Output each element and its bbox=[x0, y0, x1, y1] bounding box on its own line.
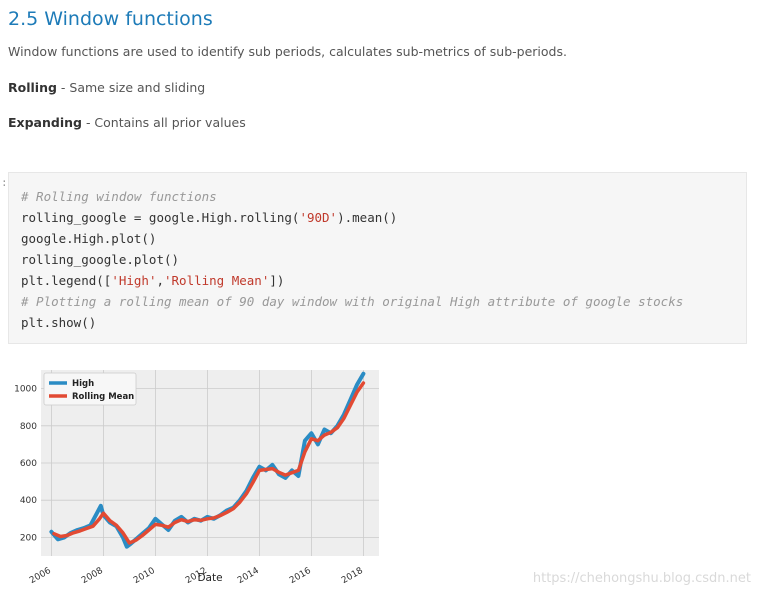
x-tick-label: 2014 bbox=[236, 566, 261, 586]
x-axis-label: Date bbox=[197, 572, 222, 584]
code-line-6: # Plotting a rolling mean of 90 day wind… bbox=[21, 294, 684, 309]
rolling-term: Rolling bbox=[8, 80, 57, 95]
plot-output: 200 400 600 800 1000 2006 2008 2010 2012 2014 2016… bbox=[0, 360, 400, 595]
y-tick-label: 200 bbox=[20, 533, 37, 543]
code-token: ).mean() bbox=[337, 210, 398, 225]
code-line-7: plt.show() bbox=[21, 315, 97, 330]
x-tick-label: 2006 bbox=[28, 566, 53, 586]
expanding-definition: Expanding - Contains all prior values bbox=[8, 115, 246, 130]
code-string: 'Rolling Mean' bbox=[164, 273, 270, 288]
code-string: 'High' bbox=[111, 273, 157, 288]
code-line-2: rolling_google = google.High.rolling('90… bbox=[21, 210, 397, 225]
rolling-definition: Rolling - Same size and sliding bbox=[8, 80, 205, 95]
x-tick-label: 2010 bbox=[132, 566, 157, 586]
y-tick-label: 800 bbox=[20, 422, 37, 432]
code-line-3: google.High.plot() bbox=[21, 231, 157, 246]
code-line-1: # Rolling window functions bbox=[21, 189, 217, 204]
y-tick-label: 1000 bbox=[14, 385, 37, 395]
x-tick-label: 2016 bbox=[288, 566, 313, 586]
legend-label: High bbox=[72, 379, 94, 389]
code-token: plt.legend([ bbox=[21, 273, 112, 288]
y-tick-label: 600 bbox=[20, 459, 37, 469]
legend-label: Rolling Mean bbox=[72, 392, 134, 402]
section-heading: 2.5 Window functions bbox=[8, 8, 213, 30]
x-tick-label: 2018 bbox=[340, 566, 365, 586]
code-cell[interactable]: # Rolling window functions rolling_googl… bbox=[8, 172, 747, 344]
expanding-description: - Contains all prior values bbox=[81, 115, 246, 130]
y-tick-label: 400 bbox=[20, 496, 37, 506]
code-token: , bbox=[156, 273, 164, 288]
code-string: '90D' bbox=[299, 210, 338, 225]
x-tick-label: 2008 bbox=[80, 566, 105, 586]
expanding-term: Expanding bbox=[8, 115, 82, 130]
watermark: https://chehongshu.blog.csdn.net bbox=[532, 571, 751, 586]
code-line-5: plt.legend(['High','Rolling Mean']) bbox=[21, 273, 284, 288]
rolling-description: - Same size and sliding bbox=[56, 80, 206, 95]
series-line-rolling-mean bbox=[52, 381, 366, 545]
code-token: ]) bbox=[269, 273, 285, 288]
intro-text: Window functions are used to identify su… bbox=[8, 44, 567, 59]
code-token: rolling_google = google.High.rolling( bbox=[21, 210, 300, 225]
cell-prompt-marker: : bbox=[1, 176, 8, 189]
code-line-4: rolling_google.plot() bbox=[21, 252, 180, 267]
